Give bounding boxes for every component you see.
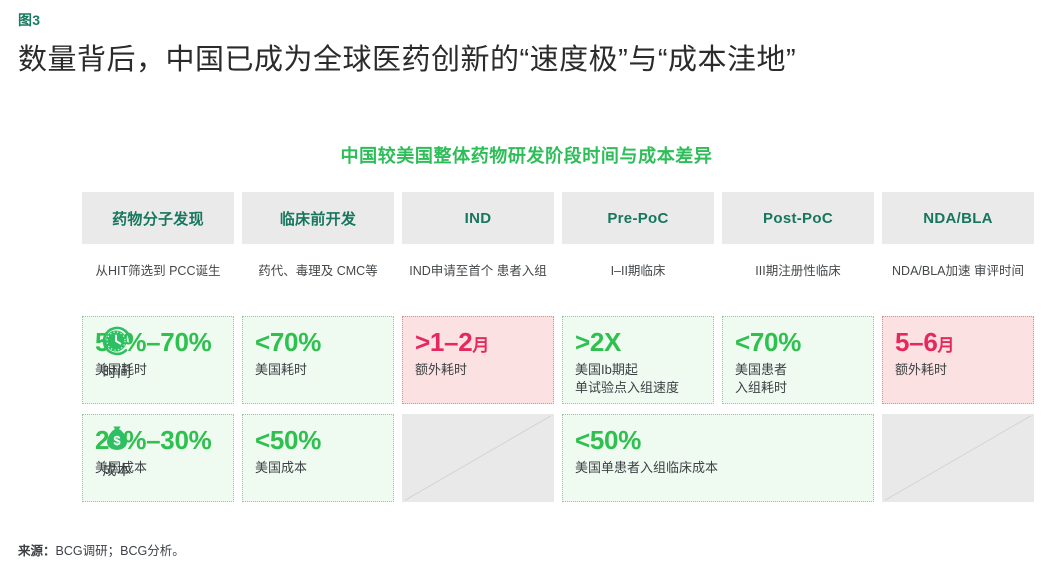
- metric-unit: 月: [472, 336, 490, 355]
- stage-chip: Post-PoC: [722, 192, 874, 244]
- cost-cell-col-1: <50% 美国成本: [238, 414, 398, 502]
- time-cell-col-3: >2X 美国Ib期起 单试验点入组速度: [558, 316, 718, 404]
- source-text: BCG调研；BCG分析。: [55, 544, 185, 558]
- metric-cell: <70% 美国患者 入组耗时: [722, 316, 874, 404]
- metric-cell: 20%–30% 美国成本: [82, 414, 234, 502]
- stage-chip: Pre-PoC: [562, 192, 714, 244]
- svg-text:$: $: [113, 433, 121, 448]
- metric-sublabel: 美国单患者入组临床成本: [575, 460, 719, 476]
- time-cell-col-5: 5–6月 额外耗时: [878, 316, 1038, 404]
- source-prefix: 来源：: [18, 544, 56, 558]
- stage-header-row: 药物分子发现 临床前开发 IND Pre-PoC Post-PoC NDA/BL…: [78, 192, 1038, 248]
- metric-cell: <50% 美国成本: [242, 414, 394, 502]
- cost-cell-col-5: [878, 414, 1038, 502]
- stage-desc-cell-2: IND申请至首个 患者入组: [398, 262, 558, 314]
- cost-cell-col-3-4: <50% 美国单患者入组临床成本: [558, 414, 878, 502]
- metric-value: <50%: [255, 425, 322, 455]
- time-row: 时间 50%–70% 美国耗时 <70% 美国耗时 >1–2月 额外耗时: [78, 316, 1038, 404]
- metric-sublabel: 额外耗时: [415, 362, 468, 378]
- stage-column-1: 临床前开发: [238, 192, 398, 248]
- stage-column-4: Post-PoC: [718, 192, 878, 248]
- cost-cell-col-2: [398, 414, 558, 502]
- metric-cell: <50% 美国单患者入组临床成本: [562, 414, 874, 502]
- metric-sublabel: 美国耗时: [95, 362, 148, 378]
- stage-description: 药代、毒理及 CMC等: [258, 264, 378, 278]
- stage-description: NDA/BLA加速 审评时间: [892, 264, 1024, 278]
- stage-desc-cell-5: NDA/BLA加速 审评时间: [878, 262, 1038, 314]
- time-cell-col-2: >1–2月 额外耗时: [398, 316, 558, 404]
- metric-value: >1–2月: [415, 327, 490, 357]
- empty-cell: [402, 414, 554, 502]
- metric-value: <70%: [735, 327, 802, 357]
- stage-chip: NDA/BLA: [882, 192, 1034, 244]
- stage-description: IND申请至首个 患者入组: [409, 264, 547, 278]
- time-row-label: 时间: [78, 316, 156, 404]
- stage-column-5: NDA/BLA: [878, 192, 1038, 248]
- chart-title: 中国较美国整体药物研发阶段时间与成本差异: [340, 146, 713, 166]
- metric-sublabel: 美国患者 入组耗时: [735, 362, 788, 395]
- metric-value: <50%: [575, 425, 642, 455]
- metric-value: 5–6月: [895, 327, 955, 357]
- metric-cell: <70% 美国耗时: [242, 316, 394, 404]
- stage-description: III期注册性临床: [755, 264, 841, 278]
- time-cell-col-1: <70% 美国耗时: [238, 316, 398, 404]
- diagonal-slash-icon: [882, 414, 1034, 502]
- money-bag-icon: $: [100, 422, 134, 456]
- metric-sublabel: 额外耗时: [895, 362, 948, 378]
- metric-unit: 月: [937, 336, 955, 355]
- stage-chip: IND: [402, 192, 554, 244]
- figure-label: 图3: [18, 12, 41, 28]
- stage-chip: 药物分子发现: [82, 192, 234, 244]
- stage-desc-cell-4: III期注册性临床: [718, 262, 878, 314]
- source-note: 来源：BCG调研；BCG分析。: [18, 540, 185, 559]
- cost-row: $ 成本 20%–30% 美国成本 <50% 美国成本: [78, 414, 1038, 502]
- empty-cell: [882, 414, 1034, 502]
- metric-sublabel: 美国成本: [95, 460, 148, 476]
- page-title: 数量背后，中国已成为全球医药创新的“速度极”与“成本洼地”: [18, 44, 797, 76]
- time-cell-col-4: <70% 美国患者 入组耗时: [718, 316, 878, 404]
- metric-value: >2X: [575, 327, 622, 357]
- stage-chip: 临床前开发: [242, 192, 394, 244]
- cost-row-label: $ 成本: [78, 414, 156, 502]
- stage-desc-cell-0: 从HIT筛选到 PCC诞生: [78, 262, 238, 314]
- metric-sublabel: 美国成本: [255, 460, 308, 476]
- stage-description-row: 从HIT筛选到 PCC诞生 药代、毒理及 CMC等 IND申请至首个 患者入组 …: [78, 248, 1038, 314]
- stage-column-2: IND: [398, 192, 558, 248]
- stage-column-0: 药物分子发现: [78, 192, 238, 248]
- cost-cell-col-0: 20%–30% 美国成本: [78, 414, 238, 502]
- metric-cell: 5–6月 额外耗时: [882, 316, 1034, 404]
- cost-row-name: 成本: [102, 462, 132, 478]
- stage-description: 从HIT筛选到 PCC诞生: [95, 264, 221, 278]
- clock-icon: [100, 324, 134, 358]
- stage-desc-cell-1: 药代、毒理及 CMC等: [238, 262, 398, 314]
- diagonal-slash-icon: [402, 414, 554, 502]
- metric-sublabel: 美国耗时: [255, 362, 308, 378]
- comparison-grid: 药物分子发现 临床前开发 IND Pre-PoC Post-PoC NDA/BL…: [78, 192, 1038, 502]
- stage-desc-cell-3: I–II期临床: [558, 262, 718, 314]
- metric-cell: >1–2月 额外耗时: [402, 316, 554, 404]
- metric-value: <70%: [255, 327, 322, 357]
- stage-description: I–II期临床: [610, 264, 666, 278]
- stage-column-3: Pre-PoC: [558, 192, 718, 248]
- metric-cell: >2X 美国Ib期起 单试验点入组速度: [562, 316, 714, 404]
- metric-sublabel: 美国Ib期起 单试验点入组速度: [575, 362, 680, 395]
- time-row-name: 时间: [102, 364, 132, 380]
